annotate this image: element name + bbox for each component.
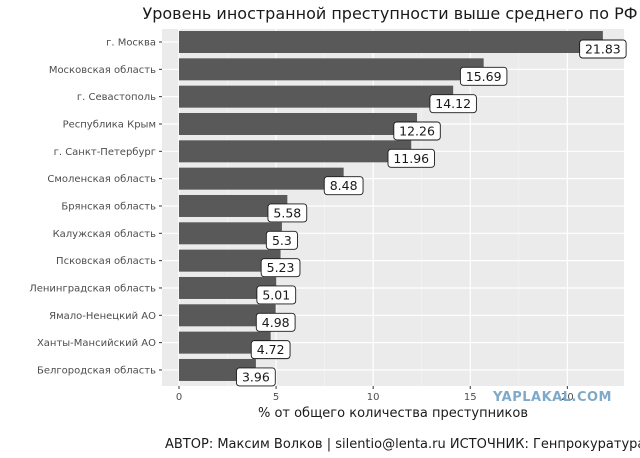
watermark-text: YAPLAKAL.COM xyxy=(492,390,612,405)
chart-panel: 0 5 10 15 20 г. Москва 21.83 Московская область… xyxy=(29,29,627,403)
category-label: Белгородская область xyxy=(37,365,156,376)
bar xyxy=(179,222,282,245)
category-label: Калужская область xyxy=(53,229,157,240)
category-label: Ханты-Мансийский АО xyxy=(37,338,156,349)
bar xyxy=(179,31,603,53)
value-label-box xyxy=(250,340,291,360)
source-caption: АВТОР: Максим Волков | silentio@lenta.ru… xyxy=(165,437,640,452)
value-label: 8.48 xyxy=(330,178,358,193)
x-axis-label: % от общего количества преступников xyxy=(258,406,528,421)
category-label: Ямало-Ненецкий АО xyxy=(49,311,156,322)
bar xyxy=(179,249,281,272)
bar xyxy=(179,331,271,354)
value-label-box xyxy=(255,312,296,332)
x-tick-label: 0 xyxy=(176,392,182,403)
value-label: 21.83 xyxy=(585,42,621,57)
bar xyxy=(179,58,484,81)
value-label-box xyxy=(387,148,435,168)
value-label: 14.12 xyxy=(435,96,471,111)
bar xyxy=(179,112,418,135)
value-label-box xyxy=(265,230,298,250)
bar xyxy=(179,140,412,163)
value-label-box xyxy=(260,258,301,278)
value-label: 15.69 xyxy=(466,69,502,84)
value-label: 11.96 xyxy=(393,151,429,166)
value-label: 5.01 xyxy=(262,287,290,302)
category-label: Псковская область xyxy=(56,256,156,267)
value-label-box xyxy=(236,367,276,387)
category-label: г. Санкт-Петербург xyxy=(54,147,156,158)
value-label: 4.72 xyxy=(257,342,285,357)
value-label-box xyxy=(459,66,508,86)
category-label: Республика Крым xyxy=(63,119,156,130)
value-label-box xyxy=(579,39,627,59)
value-label-box xyxy=(267,203,308,223)
bar xyxy=(179,304,276,327)
x-tick-label: 20 xyxy=(561,392,574,403)
value-label: 12.26 xyxy=(399,123,435,138)
bar xyxy=(179,194,288,217)
bar xyxy=(179,85,454,108)
category-label: Московская область xyxy=(49,65,156,76)
value-label: 5.58 xyxy=(273,205,301,220)
value-label: 4.98 xyxy=(262,315,290,330)
value-label: 5.3 xyxy=(272,233,292,248)
bar xyxy=(179,276,277,299)
x-tick-label: 10 xyxy=(367,392,380,403)
x-tick-label: 5 xyxy=(273,392,279,403)
value-label: 3.96 xyxy=(242,369,270,384)
category-label: г. Севастополь xyxy=(77,92,156,103)
chart-title: Уровень иностранной преступности выше ср… xyxy=(142,4,637,23)
value-label-box xyxy=(429,94,477,114)
category-label: г. Москва xyxy=(106,38,156,49)
category-label: Смоленская область xyxy=(47,174,156,185)
category-label: Ленинградская область xyxy=(29,283,156,294)
value-label-box xyxy=(323,176,364,196)
x-tick-label: 15 xyxy=(464,392,477,403)
value-label-box xyxy=(393,121,441,141)
value-label: 5.23 xyxy=(267,260,295,275)
bar xyxy=(179,167,344,190)
category-label: Брянская область xyxy=(61,201,156,212)
value-label-box xyxy=(256,285,297,305)
